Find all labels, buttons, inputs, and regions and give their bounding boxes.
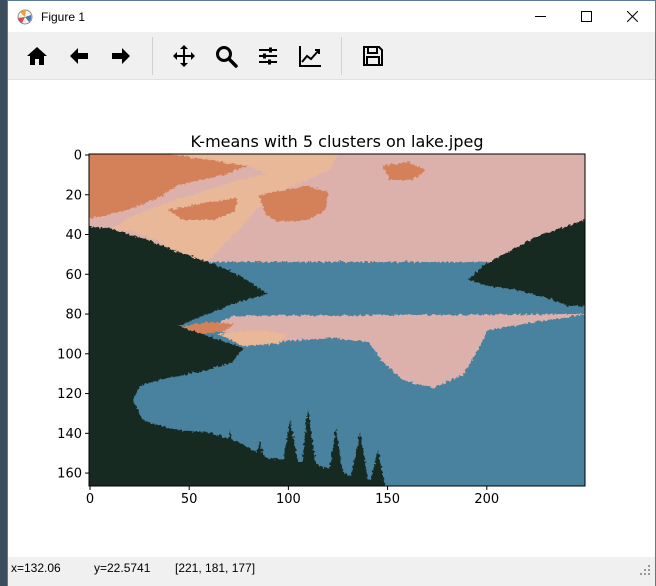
y-axis-ticks: 0 20 40 60 80 100 120 140 160	[57, 148, 89, 482]
pixel-rgb-readout: [221, 181, 177]	[175, 561, 256, 575]
navigation-toolbar	[8, 32, 655, 80]
toolbar-separator	[341, 36, 342, 75]
arrow-right-icon	[112, 47, 130, 64]
axes-frame	[88, 153, 586, 487]
minimize-icon	[534, 16, 546, 17]
reflection-peach	[218, 330, 288, 346]
y-tick-label: 160	[57, 467, 82, 482]
plot-title: K-means with 5 clusters on lake.jpeg	[190, 132, 483, 151]
pan-button[interactable]	[163, 35, 205, 77]
reflection-region	[208, 314, 585, 388]
zoom-button[interactable]	[205, 35, 247, 77]
x-tick-label: 0	[86, 492, 94, 507]
window-controls	[517, 1, 655, 32]
window-bottom-edge	[8, 579, 655, 586]
status-bar: x=132.06 y=22.5741 [221, 181, 177]	[8, 557, 655, 579]
y-tick-label: 40	[65, 228, 82, 243]
cloud-region-orange-4	[383, 162, 426, 180]
zoom-icon	[216, 45, 238, 68]
matplotlib-app-icon	[17, 9, 33, 24]
arrow-left-icon	[70, 47, 88, 64]
forward-button[interactable]	[100, 35, 142, 77]
close-button[interactable]	[609, 1, 655, 32]
home-icon	[27, 46, 47, 65]
cloud-region-orange-2	[168, 198, 238, 220]
y-tick-label: 140	[57, 427, 82, 442]
back-button[interactable]	[58, 35, 100, 77]
y-tick-label: 100	[57, 347, 82, 362]
window-title: Figure 1	[41, 9, 86, 24]
y-tick-label: 0	[74, 148, 82, 163]
subplots-button[interactable]	[247, 35, 289, 77]
y-tick-label: 80	[65, 308, 82, 323]
foreground-trees	[219, 410, 385, 486]
y-tick-label: 20	[65, 188, 82, 203]
x-tick-label: 100	[276, 492, 301, 507]
x-tick-label: 200	[474, 492, 499, 507]
maximize-button[interactable]	[563, 1, 609, 32]
cursor-y-readout: y=22.5741	[94, 561, 151, 575]
x-tick-label: 50	[181, 492, 198, 507]
edit-axis-button[interactable]	[289, 35, 331, 77]
save-button[interactable]	[352, 35, 394, 77]
left-forest-region	[89, 226, 381, 486]
y-tick-label: 120	[57, 387, 82, 402]
cloud-region-orange-3	[258, 186, 328, 222]
floppy-disk-icon	[363, 45, 383, 66]
background-window-strip	[0, 0, 8, 586]
title-bar[interactable]: Figure 1	[8, 1, 655, 32]
y-tick-label: 60	[65, 268, 82, 283]
kmeans-image	[89, 154, 585, 486]
minimize-button[interactable]	[517, 1, 563, 32]
right-forest-region	[468, 219, 585, 306]
x-axis-ticks: 0 50 100 150 200	[86, 486, 499, 507]
sliders-icon	[259, 47, 277, 64]
cloud-region-orange	[89, 154, 315, 219]
resize-grip-icon[interactable]	[639, 564, 651, 576]
home-button[interactable]	[16, 35, 58, 77]
cursor-x-readout: x=132.06	[11, 561, 61, 575]
maximize-icon	[580, 11, 592, 22]
figure-window: Figure 1	[7, 0, 656, 586]
line-chart-icon	[299, 45, 321, 67]
move-icon	[173, 44, 195, 67]
figure-canvas[interactable]: K-means with 5 clusters on lake.jpeg	[8, 80, 655, 555]
toolbar-separator	[152, 36, 153, 75]
close-icon	[626, 11, 638, 22]
plot-area[interactable]: K-means with 5 clusters on lake.jpeg	[8, 80, 655, 555]
x-tick-label: 150	[375, 492, 400, 507]
